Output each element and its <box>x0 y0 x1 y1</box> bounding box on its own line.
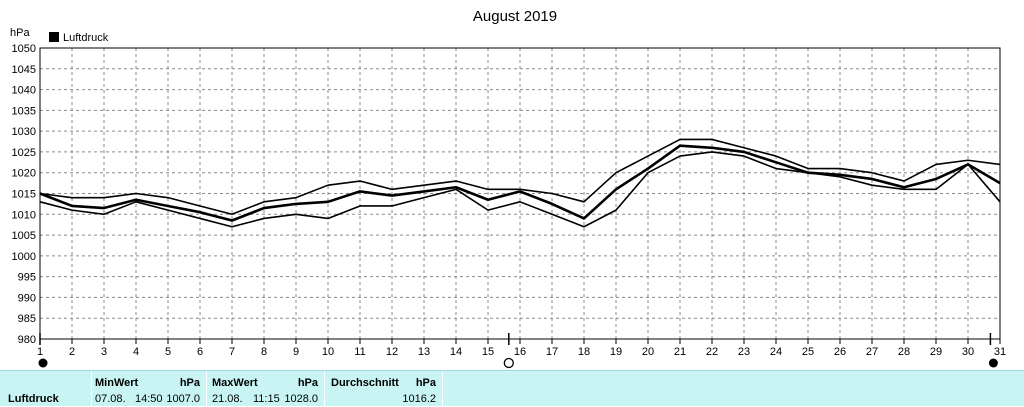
x-tick-label: 18 <box>578 346 590 358</box>
statistics-bar: Luftdruck MinWert hPa 07.08. 14:50 1007.… <box>0 370 1024 407</box>
x-tick-label: 3 <box>101 346 107 358</box>
y-tick-label: 1020 <box>12 168 36 180</box>
x-tick-label: 27 <box>866 346 878 358</box>
open-circle-marker <box>503 357 514 369</box>
filled-circle-marker <box>988 358 998 368</box>
y-tick-label: 1010 <box>12 209 36 221</box>
x-tick-label: 7 <box>229 346 235 358</box>
stat-min-header: MinWert <box>95 377 139 389</box>
series-line-max <box>39 138 1001 216</box>
y-tick-label: 1045 <box>12 64 36 76</box>
x-tick-label: 14 <box>450 346 462 358</box>
x-tick-label: 20 <box>642 346 654 358</box>
legend-swatch <box>49 32 59 42</box>
y-axis: 980 985 990 995 1000 1005 1010 1015 1020 1025 1030… <box>12 43 36 346</box>
x-tick-label: 10 <box>322 346 334 358</box>
y-tick-label: 1050 <box>12 43 36 55</box>
x-tick-label: 15 <box>482 346 494 358</box>
x-tick-label: 31 <box>994 346 1006 358</box>
stat-max-time: 11:15 <box>253 393 280 405</box>
y-tick-label: 995 <box>18 272 36 284</box>
markers <box>38 333 998 369</box>
stat-label-cell: Luftdruck <box>0 371 91 407</box>
filled-circle-marker <box>38 358 48 368</box>
x-tick-label: 30 <box>962 346 974 358</box>
stat-min-cell: MinWert hPa 07.08. 14:50 1007.0 <box>91 371 206 407</box>
y-tick-label: 1005 <box>12 230 36 242</box>
stat-empty-cell <box>442 371 1024 407</box>
x-tick-label: 1 <box>37 346 43 358</box>
x-tick-label: 25 <box>802 346 814 358</box>
y-tick-label: 990 <box>18 292 36 304</box>
y-tick-label: 985 <box>18 313 36 325</box>
x-tick-label: 19 <box>610 346 622 358</box>
stat-max-date: 21.08. <box>212 393 243 405</box>
x-tick-label: 16 <box>514 346 526 358</box>
x-tick-label: 26 <box>834 346 846 358</box>
stat-max-value: 1028.0 <box>284 393 318 405</box>
x-tick-label: 11 <box>354 346 365 358</box>
x-tick-label: 12 <box>386 346 398 358</box>
x-tick-label: 28 <box>898 346 910 358</box>
stat-max-unit: hPa <box>297 377 318 389</box>
x-tick-label: 24 <box>770 346 782 358</box>
y-tick-label: 1015 <box>12 189 36 201</box>
stat-avg-unit: hPa <box>415 377 436 389</box>
stat-avg-value: 1016.2 <box>402 393 436 405</box>
stat-min-value: 1007.0 <box>166 393 200 405</box>
stat-avg-header: Durchschnitt <box>331 377 399 389</box>
y-tick-label: 1025 <box>12 147 36 159</box>
x-tick-label: 29 <box>930 346 942 358</box>
x-tick-label: 4 <box>133 346 139 358</box>
stat-max-cell: MaxWert hPa 21.08. 11:15 1028.0 <box>206 371 324 407</box>
y-axis-unit: hPa <box>10 27 30 39</box>
x-tick-label: 23 <box>738 346 750 358</box>
series-line-avg <box>39 144 1001 222</box>
x-tick-label: 21 <box>674 346 686 358</box>
x-tick-label: 22 <box>706 346 718 358</box>
y-tick-label: 980 <box>18 334 36 346</box>
stat-min-date: 07.08. <box>95 393 126 405</box>
x-tick-label: 6 <box>197 346 203 358</box>
chart-title: August 2019 <box>473 8 557 25</box>
x-tick-label: 17 <box>546 346 558 358</box>
y-tick-label: 1030 <box>12 126 36 138</box>
x-tick-label: 8 <box>261 346 267 358</box>
y-tick-label: 1040 <box>12 85 36 97</box>
x-tick-label: 13 <box>418 346 430 358</box>
x-axis: 1 2 3 4 5 6 7 8 9 10 11 12 13 14 15 16 17 18 19 20 21 22 23 24 2… <box>37 339 1006 358</box>
x-tick-label: 9 <box>293 346 299 358</box>
y-tick-label: 1000 <box>12 251 36 263</box>
x-tick-label: 2 <box>69 346 75 358</box>
legend-label: Luftdruck <box>63 32 109 44</box>
stat-max-header: MaxWert <box>212 377 258 389</box>
stat-series-label: Luftdruck <box>8 393 59 405</box>
x-tick-label: 5 <box>165 346 171 358</box>
stat-min-unit: hPa <box>179 377 200 389</box>
plot-frame <box>39 47 1001 340</box>
grid <box>40 48 1000 339</box>
series-lines <box>39 138 1001 228</box>
stat-min-time: 14:50 <box>135 393 163 405</box>
stat-avg-cell: Durchschnitt hPa 1016.2 <box>324 371 442 407</box>
y-tick-label: 1035 <box>12 105 36 117</box>
pressure-chart: August 2019 hPa Luftdruck 98098599099510… <box>10 8 1006 369</box>
series-line-min <box>39 151 1001 228</box>
